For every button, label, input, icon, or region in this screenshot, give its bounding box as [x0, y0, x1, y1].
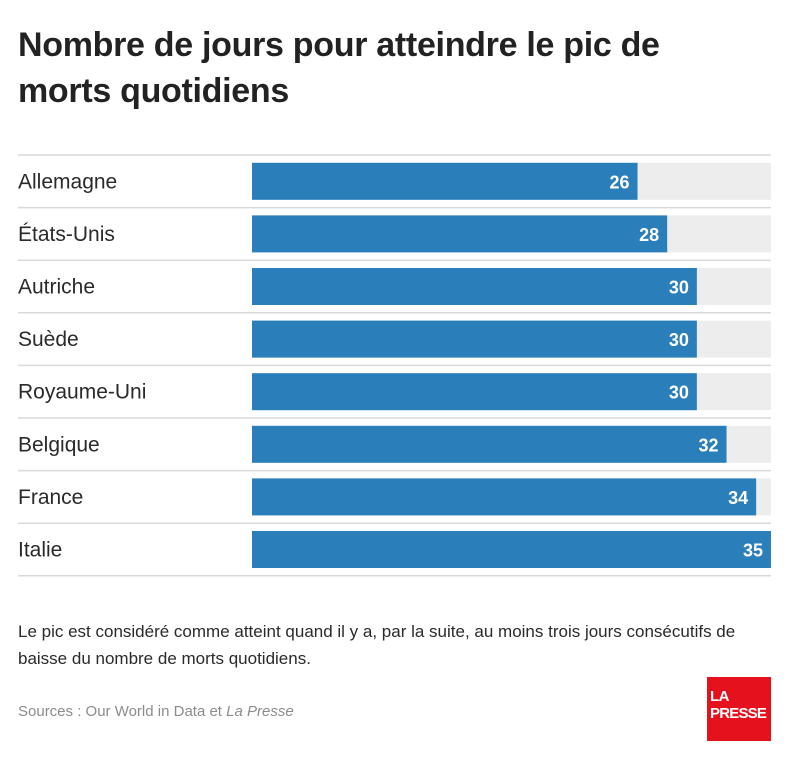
bar — [252, 373, 697, 411]
category-label: France — [18, 486, 83, 509]
category-label: Belgique — [18, 433, 100, 456]
chart-title: Nombre de jours pour atteindre le pic de… — [18, 26, 660, 110]
value-label: 28 — [639, 225, 659, 245]
source-line: Sources : Our World in Data et La Presse — [18, 703, 294, 720]
category-label: Royaume-Uni — [18, 381, 146, 404]
bar — [252, 162, 638, 200]
value-label: 34 — [728, 488, 748, 508]
bar — [252, 215, 668, 253]
category-label: Italie — [18, 539, 62, 562]
bar-rows: Allemagne 26 États-Unis 28 Autriche 30 Suède 30… — [18, 154, 771, 577]
category-label: Allemagne — [18, 170, 117, 193]
value-label: 30 — [669, 383, 689, 403]
chart-note: Le pic est considéré comme atteint quand… — [18, 622, 736, 668]
bar — [252, 268, 697, 305]
value-label: 30 — [669, 330, 689, 350]
source-prefix: Sources : Our World in Data et — [18, 703, 227, 720]
logo-line-1: LA — [710, 688, 730, 705]
bar — [252, 478, 757, 516]
bar — [252, 425, 727, 463]
logo-line-2: PRESSE — [710, 705, 767, 722]
bar — [252, 531, 771, 568]
bar — [252, 320, 697, 358]
source-publication: La Presse — [226, 703, 294, 720]
category-label: États-Unis — [18, 223, 115, 246]
category-label: Suède — [18, 328, 79, 351]
value-label: 30 — [669, 278, 689, 298]
value-label: 26 — [610, 172, 630, 192]
category-label: Autriche — [18, 276, 95, 299]
value-label: 32 — [698, 435, 718, 455]
la-presse-logo: LA PRESSE — [707, 677, 771, 741]
value-label: 35 — [743, 541, 763, 561]
